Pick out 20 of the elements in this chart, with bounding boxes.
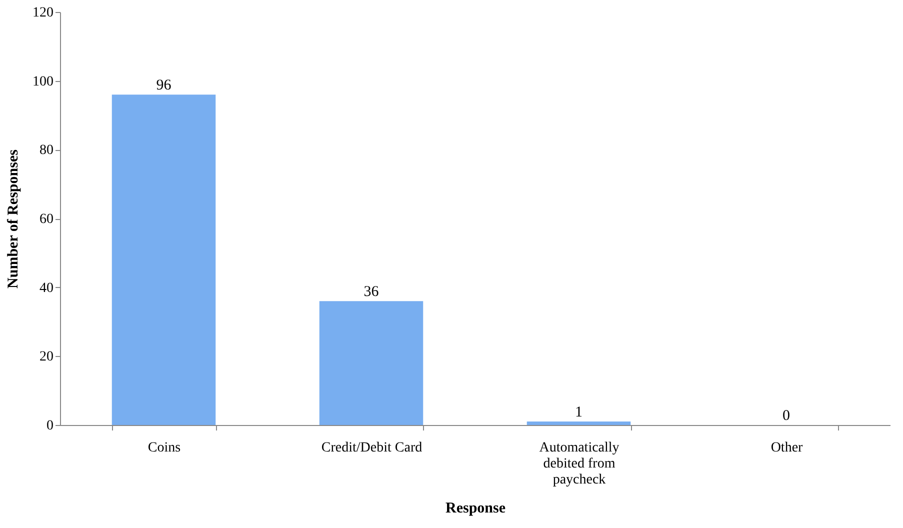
y-tick-label: 100 [32,74,54,90]
x-tick-label: Credit/Debit Card [321,440,422,456]
y-tick-label: 120 [32,6,54,20]
y-tick-label: 20 [40,350,54,365]
data-label: 36 [364,284,380,300]
data-label: 1 [575,404,582,421]
bar [319,301,424,425]
y-tick-label: 0 [46,418,54,434]
y-tick-label: 80 [40,143,54,158]
y-tick-label: 60 [40,212,54,227]
y-tick-label: 40 [40,280,54,296]
x-tick-label: Coins [148,440,181,456]
bar [526,422,631,425]
x-axis-title: Response [445,500,506,516]
data-label: 0 [782,408,790,424]
x-tick-label: Other [770,440,804,456]
data-label: 96 [156,78,172,94]
x-tick-label: Automatically debited from paycheck [539,440,620,488]
y-axis-title: Number of Responses [6,149,22,288]
bar [112,94,216,425]
